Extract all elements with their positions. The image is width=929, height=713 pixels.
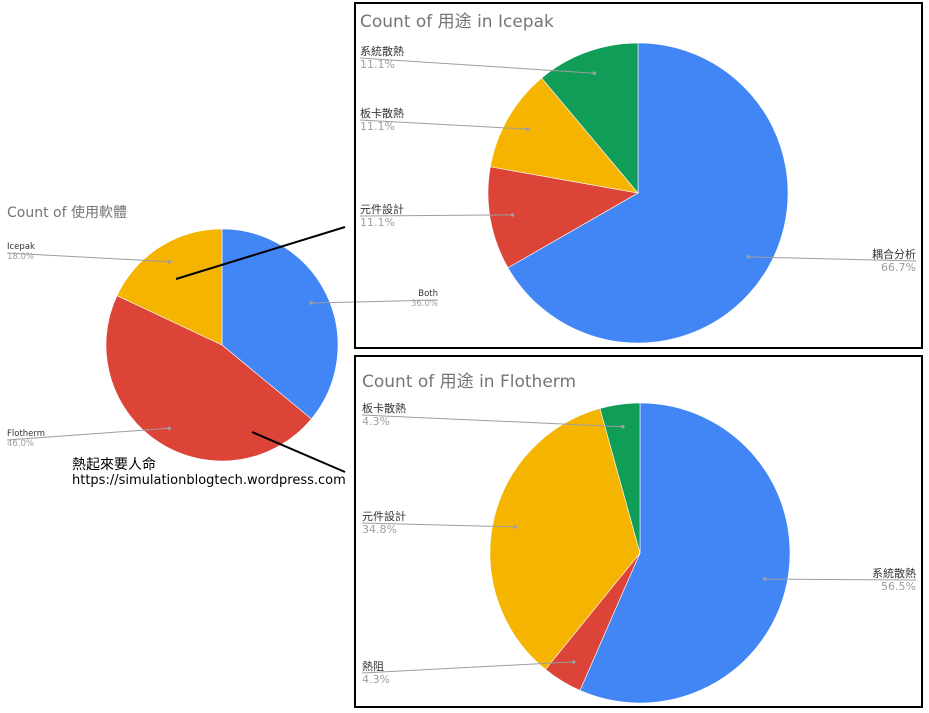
slice-label-3: 元件設計 xyxy=(362,509,406,523)
slice-label-3: 板卡散熱 xyxy=(360,106,404,120)
slice-label-4: 板卡散熱 xyxy=(362,401,406,415)
leader-line xyxy=(361,522,516,528)
pie-slice-4 xyxy=(541,42,639,194)
leader-dot xyxy=(510,213,515,217)
pie-chart-icepak: Count of 用途 in Icepak 耦合分析66.7%元件設計11.1%… xyxy=(354,2,923,349)
leader-dot xyxy=(746,255,751,259)
slice-label-1: 耦合分析 xyxy=(872,247,916,261)
slice-label-4: 系統散熱 xyxy=(360,44,404,58)
slice-label-2: 熱阻 xyxy=(362,660,384,673)
leader-dot xyxy=(309,301,314,305)
leader-line xyxy=(361,661,574,674)
slice-label-1: Both xyxy=(418,289,438,299)
leader-dot xyxy=(621,424,625,429)
slice-percent-2: 4.3% xyxy=(362,673,390,686)
slice-percent-4: 4.3% xyxy=(362,415,390,428)
pie-slices-software xyxy=(105,228,339,462)
slice-percent-1: 56.5% xyxy=(881,580,916,593)
chart-title-icepak: Count of 用途 in Icepak xyxy=(360,12,554,32)
slice-label-1: 系統散熱 xyxy=(872,566,916,580)
slice-label-2: Flotherm xyxy=(7,429,45,439)
connector-icepak xyxy=(175,226,346,280)
leader-line xyxy=(311,299,439,304)
caption-url: https://simulationblogtech.wordpress.com xyxy=(72,473,346,488)
chart-title-flotherm: Count of 用途 in Flotherm xyxy=(362,372,576,392)
leader-line xyxy=(359,119,528,130)
leader-line xyxy=(359,57,595,74)
slice-percent-2: 11.1% xyxy=(360,216,395,229)
slice-percent-3: 18.0% xyxy=(7,252,34,262)
leader-line xyxy=(764,578,917,581)
pie-slice-3 xyxy=(489,408,641,670)
connector-flotherm xyxy=(251,431,346,473)
pie-slice-1 xyxy=(507,42,789,344)
leader-line xyxy=(359,214,513,217)
pie-slice-1 xyxy=(221,228,339,420)
leader-dot xyxy=(525,127,530,131)
pie-slice-3 xyxy=(116,228,223,346)
slice-percent-1: 66.7% xyxy=(881,261,916,274)
slice-label-3: Icepak xyxy=(7,242,35,252)
leader-dot xyxy=(167,259,171,264)
slice-percent-3: 11.1% xyxy=(360,120,395,133)
leader-line xyxy=(361,414,623,428)
leader-dot xyxy=(513,525,517,529)
leader-dot xyxy=(763,577,767,581)
pie-chart-flotherm: Count of 用途 in Flotherm 系統散熱56.5%熱阻4.3%元… xyxy=(354,355,923,708)
leader-dot xyxy=(592,71,597,75)
leader-line xyxy=(6,252,170,263)
leader-line xyxy=(748,256,917,262)
leader-dot xyxy=(571,660,576,664)
chart-frame-flotherm xyxy=(354,355,923,708)
slice-label-2: 元件設計 xyxy=(360,202,404,216)
pie-slice-3 xyxy=(489,77,639,194)
chart-frame-icepak xyxy=(354,2,923,349)
pie-slice-2 xyxy=(487,166,639,269)
caption-author: 熱起來要人命 xyxy=(72,457,156,473)
slice-percent-3: 34.8% xyxy=(362,523,397,536)
pie-slices-icepak xyxy=(487,42,789,344)
leader-dot xyxy=(167,426,171,431)
pie-slice-1 xyxy=(579,402,791,704)
leader-line xyxy=(6,427,170,441)
chart-title-software: Count of 使用軟體 xyxy=(7,204,127,221)
pie-slice-4 xyxy=(599,402,641,554)
pie-slices-flotherm xyxy=(489,402,791,704)
slice-percent-4: 11.1% xyxy=(360,58,395,71)
slice-percent-1: 36.0% xyxy=(411,299,438,309)
slice-percent-2: 46.0% xyxy=(7,439,34,449)
pie-slice-2 xyxy=(105,295,312,462)
